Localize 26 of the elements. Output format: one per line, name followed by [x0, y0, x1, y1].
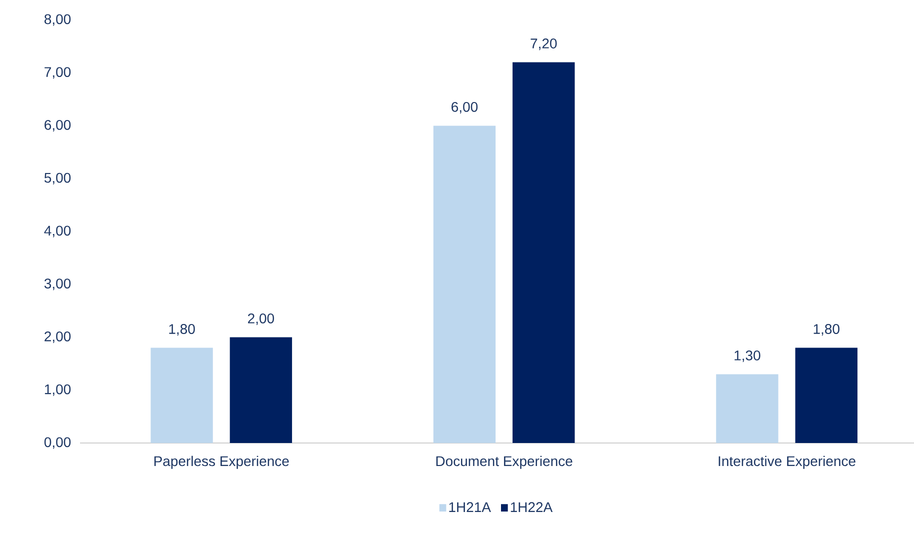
- y-tick-label: 7,00: [44, 67, 71, 79]
- bar: [230, 337, 292, 443]
- y-tick-label: 6,00: [44, 120, 71, 132]
- bar: [716, 374, 778, 443]
- y-tick-label: 5,00: [44, 172, 71, 184]
- y-tick-label: 3,00: [44, 278, 71, 290]
- y-tick-label: 0,00: [44, 437, 71, 449]
- data-label: 6,00: [452, 102, 478, 114]
- legend-label: 1H21A: [449, 502, 491, 512]
- y-tick-label: 8,00: [44, 14, 71, 26]
- data-label: 1,30: [734, 350, 760, 362]
- y-tick-label: 4,00: [44, 226, 71, 238]
- data-label: 7,20: [530, 38, 557, 50]
- x-tick-label: Document Experience: [436, 456, 572, 469]
- bar: [512, 62, 575, 443]
- y-tick-label: 1,00: [44, 384, 71, 396]
- bar: [433, 126, 496, 443]
- x-tick-label: Paperless Experience: [154, 456, 289, 469]
- bar: [150, 348, 213, 443]
- bar: [795, 348, 858, 443]
- data-label: 1,80: [814, 324, 840, 336]
- legend-label: 1H22A: [510, 502, 553, 512]
- y-tick-label: 2,00: [44, 331, 71, 344]
- data-label: 2,00: [248, 313, 274, 326]
- data-label: 1,80: [169, 324, 195, 336]
- x-tick-label: Interactive Experience: [718, 456, 856, 469]
